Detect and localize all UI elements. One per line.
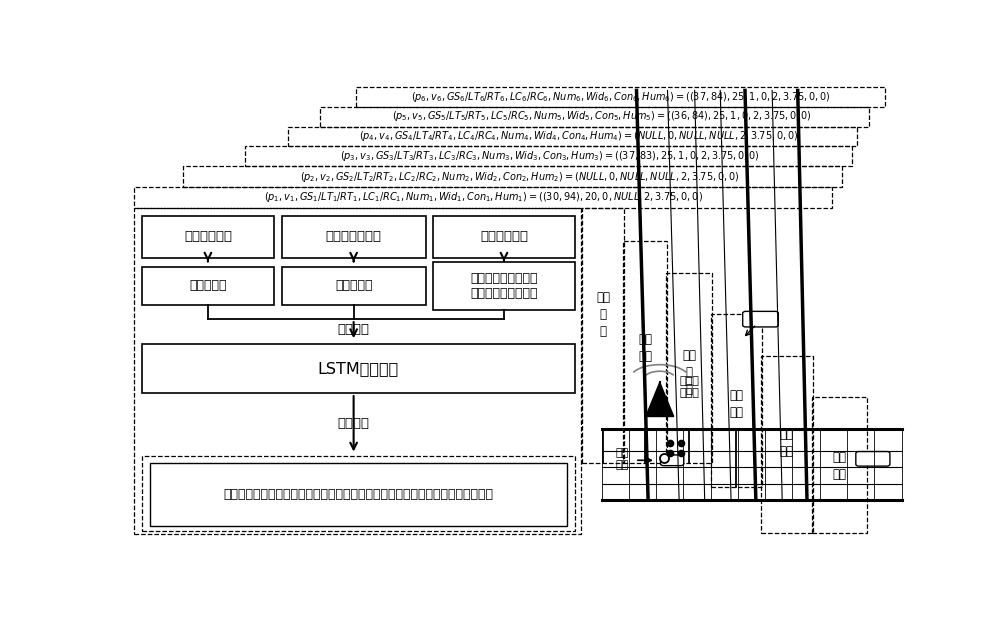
Text: 前方
区
域: 前方 区 域 [682,349,696,396]
Text: 左方
区域: 左方 区域 [638,333,652,363]
FancyBboxPatch shape [856,451,890,466]
Bar [245,147,852,166]
Bar [288,127,857,147]
Text: $(p_2,v_2,GS_2/LT_2/RT_2,LC_2/RC_2,Num_2,Wid_2,Con_2,Hum_2)=(NULL,0,NULL,NULL,2,: $(p_2,v_2,GS_2/LT_2/RT_2,LC_2/RC_2,Num_2… [300,169,740,183]
Bar [433,216,574,258]
Bar [142,456,574,531]
Bar [812,397,867,533]
Text: $(p_5,v_5,GS_5/LT_5/RT_5,LC_5/RC_5,Num_5,Wid_5,Con_5,Hum_5)=((36,84),25,1,0,2,3.: $(p_5,v_5,GS_5/LT_5/RT_5,LC_5/RC_5,Num_5… [392,109,812,123]
Bar [623,241,667,463]
Text: 左前
区域: 左前 区域 [729,389,743,419]
Text: 车辆运动因素: 车辆运动因素 [184,231,232,243]
Bar [142,216,274,258]
Bar [142,267,274,305]
Text: 右方
区域: 右方 区域 [780,428,794,458]
Text: $(p_3,v_3,GS_3/LT_3/RT_3,LC_3/RC_3,Num_3,Wid_3,Con_3,Hum_3)=((37,83),25,1,0,2,3.: $(p_3,v_3,GS_3/LT_3/RT_3,LC_3/RC_3,Num_3… [340,149,760,163]
Bar [282,216,426,258]
Bar [666,273,712,463]
Text: 智能路
側设备: 智能路 側设备 [679,377,699,398]
Text: 网格区域内车辆碰撟风险等级：严重危险、较为危险、一般危险、较为安全、安全: 网格区域内车辆碰撟风险等级：严重危险、较为危险、一般危险、较为安全、安全 [223,488,493,501]
Text: LSTM网络结构: LSTM网络结构 [318,362,399,376]
Bar [282,267,426,305]
Text: 当前
区
域: 当前 区 域 [596,291,610,337]
Text: $(p_1,v_1,GS_1/LT_1/RT_1,LC_1/RC_1,Num_1,Wid_1,Con_1,Hum_1)=((30,94),20,0,NULL,2: $(p_1,v_1,GS_1/LT_1/RT_1,LC_1/RC_1,Num_1… [264,190,703,205]
FancyBboxPatch shape [661,455,684,466]
Bar [134,187,832,208]
Bar [183,166,842,187]
Bar [150,463,567,526]
Bar [142,344,574,393]
Polygon shape [646,382,674,416]
Text: 车道数量、车道宽度
控制形式、湿度条件: 车道数量、车道宽度 控制形式、湿度条件 [470,272,538,300]
Bar [320,107,869,127]
Bar [711,314,762,487]
Bar [134,208,581,534]
Text: 输入数据: 输入数据 [338,324,370,336]
Text: $(p_4,v_4,GS_4/LT_4/RT_4,LC_4/RC_4,Num_4,Wid_4,Con_4,Hum_4)=(NULL,0,NULL,NULL,2,: $(p_4,v_4,GS_4/LT_4/RT_4,LC_4/RC_4,Num_4… [359,129,798,143]
Text: 交通环境因素: 交通环境因素 [480,231,528,243]
Text: 位置、速度: 位置、速度 [189,279,227,292]
FancyBboxPatch shape [743,312,778,327]
Text: 转向、换道: 转向、换道 [335,279,372,292]
Text: 输出数据: 输出数据 [338,417,370,430]
Bar [582,208,624,463]
Text: 右前
区域: 右前 区域 [833,451,847,481]
Text: 行驶
方向: 行驶 方向 [616,448,629,470]
Bar [761,356,813,533]
Text: $(p_6,v_6,GS_6/LT_6/RT_6,LC_6/RC_6,Num_6,Wid_6,Con_6,Hum_6)=((37,84),25,1,0,2,3.: $(p_6,v_6,GS_6/LT_6/RT_6,LC_6/RC_6,Num_6… [411,90,831,104]
Text: 驾驶员行为因素: 驾驶员行为因素 [326,231,382,243]
Bar [356,87,885,107]
Bar [433,262,574,310]
